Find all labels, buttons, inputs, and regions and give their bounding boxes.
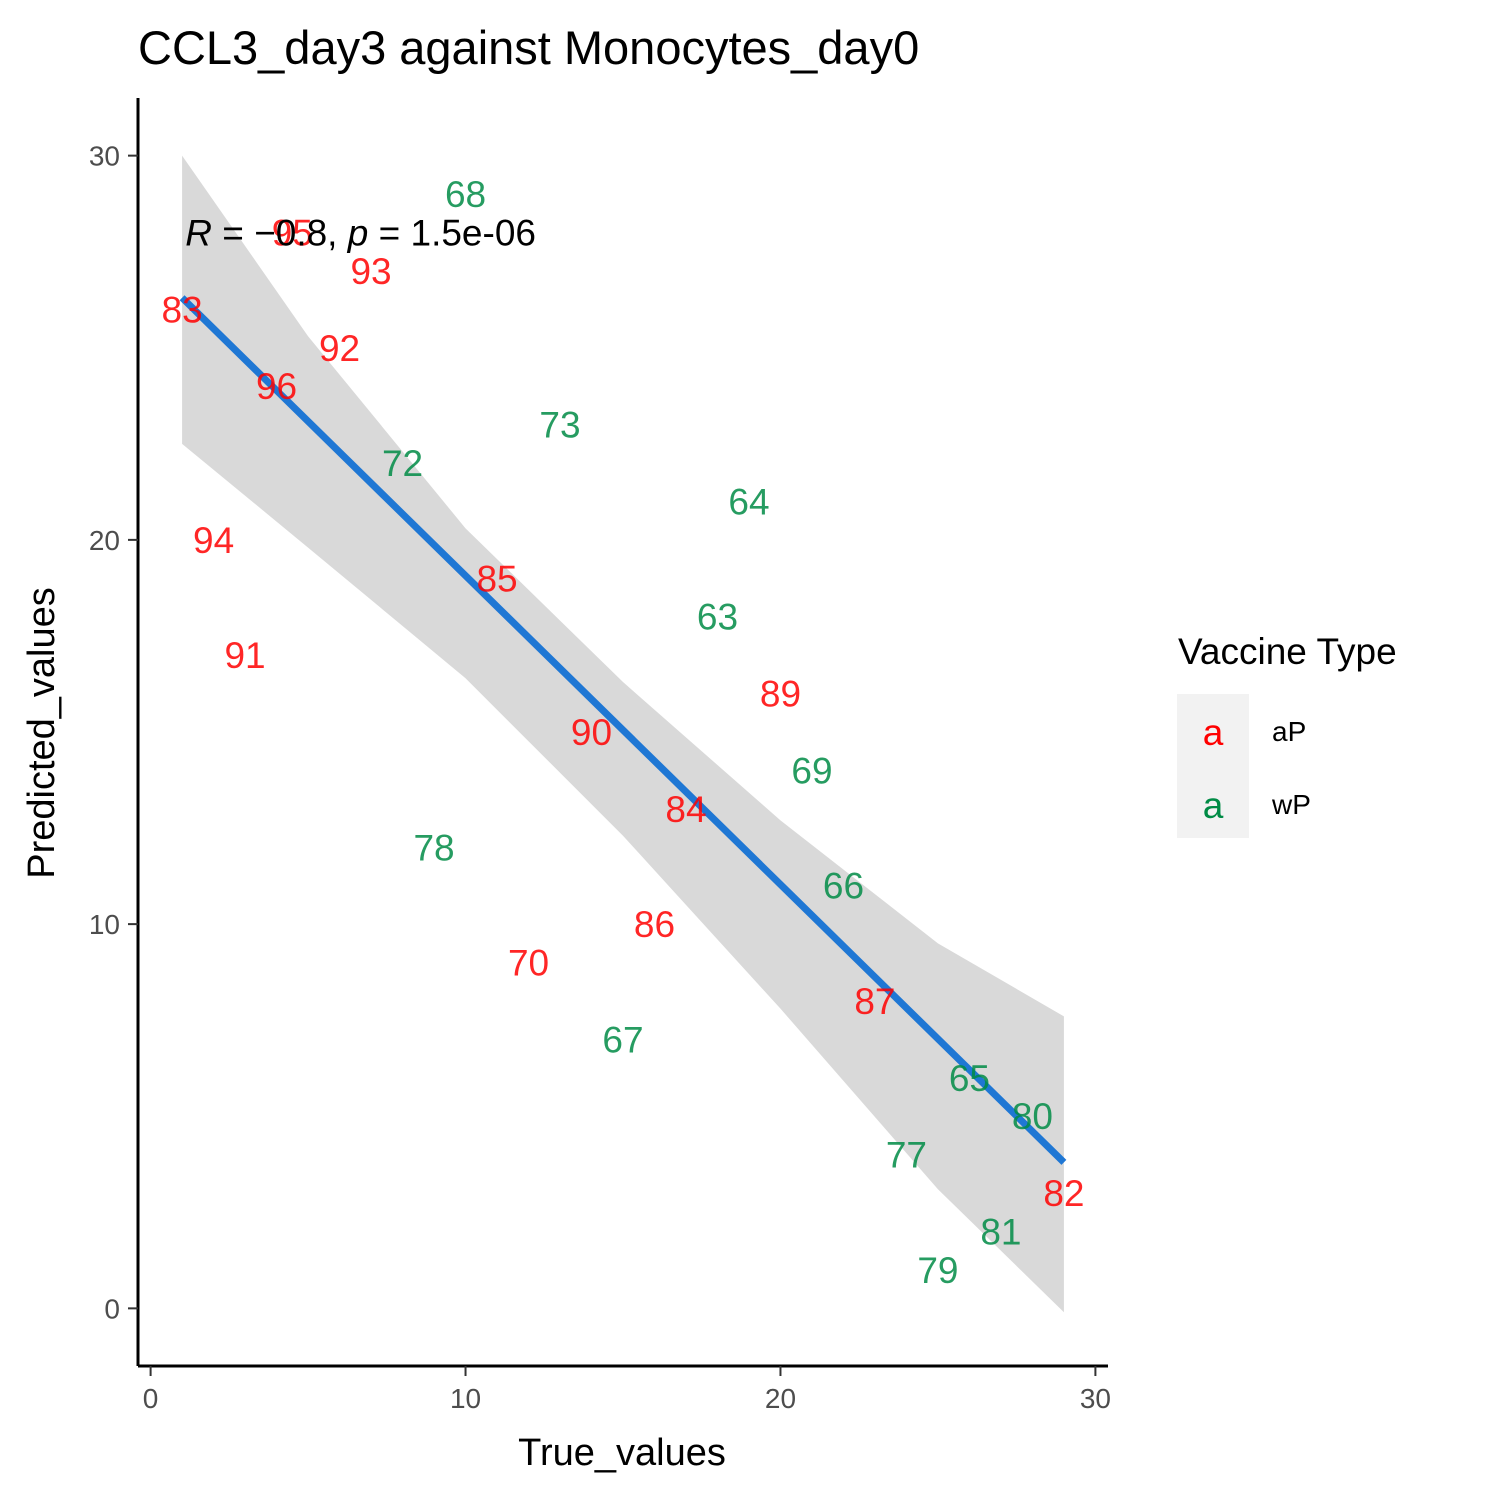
correlation-annotation: R = −0.8, p = 1.5e-06 <box>185 212 536 253</box>
chart-title: CCL3_day3 against Monocytes_day0 <box>138 21 919 74</box>
point-label-81: 81 <box>980 1212 1021 1253</box>
x-tick-label: 30 <box>1080 1383 1111 1414</box>
point-label-91: 91 <box>224 635 265 676</box>
point-label-68: 68 <box>445 174 486 215</box>
legend-label-wP: wP <box>1271 789 1311 820</box>
point-label-64: 64 <box>728 481 769 522</box>
point-label-84: 84 <box>665 789 706 830</box>
point-label-83: 83 <box>162 289 203 330</box>
legend-title: Vaccine Type <box>1178 631 1397 672</box>
point-labels: 83 95 93 92 96 94 91 85 90 89 84 86 70 87 82 68 73 72 64 63… <box>162 174 1085 1291</box>
y-tick-label: 30 <box>89 141 120 172</box>
point-label-63: 63 <box>697 597 738 638</box>
y-axis-ticks: 0 10 20 30 <box>89 141 138 1324</box>
y-tick-label: 20 <box>89 525 120 556</box>
point-label-69: 69 <box>791 750 832 791</box>
r-value: = −0.8, <box>212 212 348 253</box>
legend-entries: a aP a wP <box>1203 712 1311 826</box>
p-symbol: p <box>347 212 369 253</box>
point-label-90: 90 <box>571 712 612 753</box>
x-tick-label: 20 <box>765 1383 796 1414</box>
point-label-86: 86 <box>634 904 675 945</box>
point-label-96: 96 <box>256 366 297 407</box>
point-label-92: 92 <box>319 328 360 369</box>
point-label-72: 72 <box>382 443 423 484</box>
legend-key-background <box>1177 694 1249 838</box>
legend: Vaccine Type a aP a wP <box>1177 631 1397 838</box>
point-label-77: 77 <box>886 1135 927 1176</box>
legend-key-glyph: a <box>1203 712 1224 753</box>
y-tick-label: 10 <box>89 909 120 940</box>
point-label-94: 94 <box>193 520 234 561</box>
point-label-70: 70 <box>508 943 549 984</box>
point-label-87: 87 <box>854 981 895 1022</box>
x-axis-ticks: 0 10 20 30 <box>143 1366 1111 1414</box>
point-label-82: 82 <box>1043 1173 1084 1214</box>
point-label-95: 95 <box>272 212 313 253</box>
point-label-73: 73 <box>539 405 580 446</box>
point-label-65: 65 <box>949 1058 990 1099</box>
legend-key-glyph: a <box>1203 785 1224 826</box>
regression-line <box>179 295 1067 1165</box>
point-label-89: 89 <box>760 674 801 715</box>
point-label-93: 93 <box>350 251 391 292</box>
point-label-79: 79 <box>917 1250 958 1291</box>
point-label-67: 67 <box>602 1019 643 1060</box>
legend-label-aP: aP <box>1272 716 1306 747</box>
p-value: = 1.5e-06 <box>368 212 536 253</box>
y-axis-title: Predicted_values <box>21 587 63 879</box>
r-symbol: R <box>185 212 212 253</box>
point-label-80: 80 <box>1012 1096 1053 1137</box>
point-label-66: 66 <box>823 866 864 907</box>
point-label-85: 85 <box>476 558 517 599</box>
x-axis-title: True_values <box>518 1432 726 1474</box>
plot-area: 83 95 93 92 96 94 91 85 90 89 84 86 70 87 82 68 73 72 64 63… <box>162 155 1085 1313</box>
y-tick-label: 0 <box>104 1293 120 1324</box>
point-label-78: 78 <box>413 827 454 868</box>
x-tick-label: 0 <box>143 1383 159 1414</box>
x-tick-label: 10 <box>450 1383 481 1414</box>
